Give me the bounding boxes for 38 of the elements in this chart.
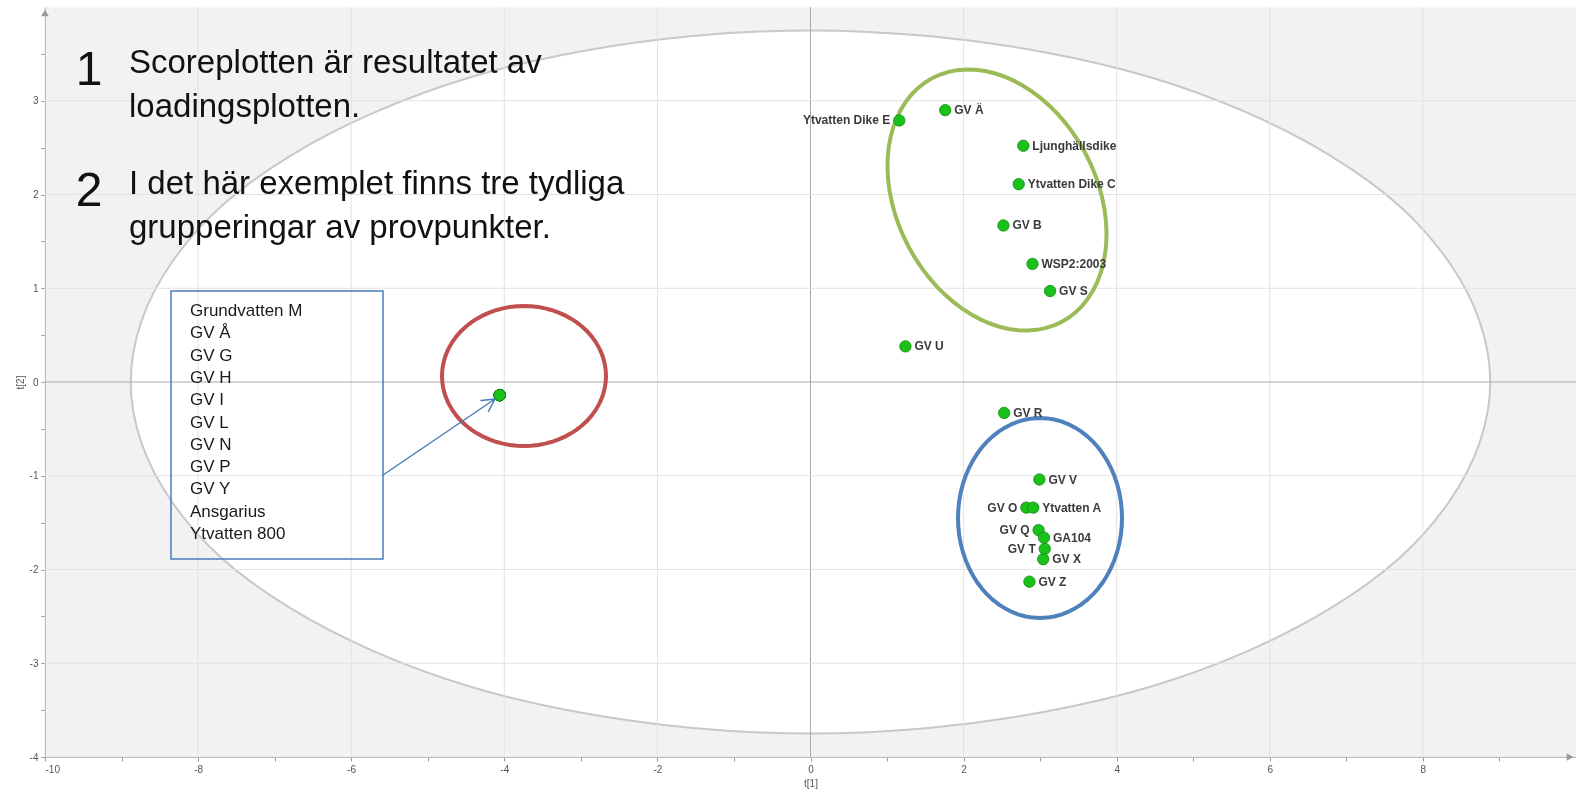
annotation: Scoreplotten är resultatet av loadingsplotten. xyxy=(129,43,543,124)
data-label: GV O xyxy=(987,500,1018,515)
y-tick-label: 2 xyxy=(32,189,39,200)
data-label: GV Ä xyxy=(954,102,984,118)
data-label: GV B xyxy=(1012,218,1043,233)
annotation: 2 xyxy=(75,163,103,216)
text: Grundvatten M GV Å GV G GV H GV I GV L GV N GV P GV Y Ansgarius Ytvatten 800 xyxy=(190,301,303,543)
data-label: GV X xyxy=(1052,552,1081,567)
annotation: I det här exemplet finns tre tydliga grupperingar av provpunkter. xyxy=(129,164,625,245)
x-tick-label: -4 xyxy=(500,763,510,775)
x-tick-label: 0 xyxy=(808,763,815,775)
y-tick-label: -2 xyxy=(29,564,39,575)
data-label: GV Q xyxy=(999,523,1030,538)
data-label: GA104 xyxy=(1052,530,1092,545)
y-tick-label: 0 xyxy=(32,376,39,388)
data-label: GV T xyxy=(1007,541,1037,556)
x-tick-label: -2 xyxy=(653,763,663,775)
y-tick-label: 3 xyxy=(32,95,39,107)
x-tick-label: -6 xyxy=(347,763,357,775)
data-label: GV V xyxy=(1048,472,1078,487)
data-label: GV Z xyxy=(1038,574,1067,589)
x-axis-title: t[1] xyxy=(804,777,819,789)
x-tick-label: 2 xyxy=(961,763,968,775)
y-tick-label: -3 xyxy=(29,657,39,669)
data-label: Ytvatten Dike E xyxy=(802,113,891,128)
data-label: Ytvatten A xyxy=(1042,500,1102,515)
y-tick-label: -4 xyxy=(29,751,39,763)
x-tick-label: -8 xyxy=(194,763,204,775)
x-tick-label: 4 xyxy=(1114,763,1121,775)
annotation: 1 xyxy=(75,42,103,95)
y-tick-label: -1 xyxy=(29,470,39,482)
x-tick-label: 6 xyxy=(1267,763,1274,775)
y-axis-title: t[2] xyxy=(14,375,26,390)
data-label: GV U xyxy=(914,339,944,354)
y-tick-label: 1 xyxy=(32,282,39,294)
x-tick-label: 8 xyxy=(1420,763,1427,775)
x-tick-label: -10 xyxy=(45,763,61,775)
data-label: GV S xyxy=(1059,284,1088,299)
